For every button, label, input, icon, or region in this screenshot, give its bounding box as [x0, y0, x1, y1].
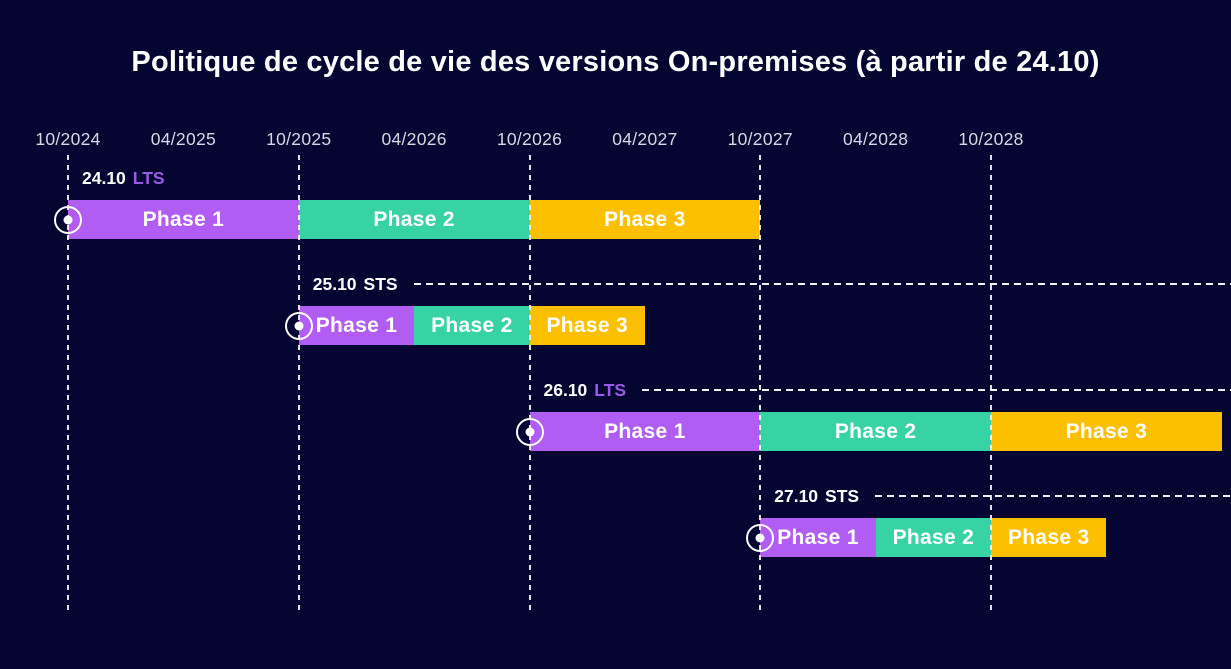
- release-start-marker-icon: [284, 311, 313, 340]
- timeline-gridline: [67, 155, 69, 610]
- phase-label: Phase 3: [1007, 525, 1090, 549]
- marker-dot-icon: [63, 215, 73, 224]
- axis-tick-label: 04/2027: [612, 129, 678, 149]
- phase-bar: Phase 3: [991, 518, 1107, 557]
- axis-tick-label: 04/2028: [842, 129, 909, 149]
- phase-label: Phase 1: [315, 313, 398, 337]
- phase-label: Phase 2: [373, 207, 455, 231]
- leader-dashed-line: [875, 495, 1231, 497]
- phase-bar: Phase 1: [760, 518, 876, 557]
- marker-dot-icon: [294, 321, 304, 330]
- leader-dashed-line: [413, 283, 1231, 285]
- release-type-label: STS: [825, 485, 860, 506]
- version-row-header: 25.10 STS: [313, 274, 1231, 294]
- leader-dashed-line: [642, 389, 1231, 391]
- phase-label: Phase 3: [604, 207, 686, 231]
- axis-tick-label: 10/2024: [35, 129, 101, 149]
- phase-label: Phase 2: [431, 313, 513, 337]
- axis-tick-label: 04/2026: [381, 129, 447, 149]
- release-start-marker-icon: [746, 523, 775, 552]
- phase-label: Phase 2: [834, 419, 917, 443]
- phase-bar: Phase 3: [529, 306, 645, 345]
- release-type-label: LTS: [594, 379, 627, 400]
- timeline-gridline: [990, 155, 992, 610]
- phase-bar: Phase 3: [991, 412, 1222, 451]
- phase-label: Phase 1: [777, 525, 859, 549]
- timeline-gridline: [759, 155, 762, 610]
- release-type-label: LTS: [132, 167, 165, 188]
- release-start-marker-icon: [54, 205, 82, 234]
- version-label: 26.10: [543, 379, 588, 400]
- axis-tick-label: 10/2027: [727, 129, 793, 149]
- marker-dot-icon: [755, 533, 765, 542]
- version-label: 27.10: [774, 485, 819, 506]
- release-type-label: STS: [363, 273, 398, 294]
- phase-label: Phase 1: [604, 419, 686, 443]
- version-label: 24.10: [82, 167, 126, 188]
- phase-label: Phase 2: [892, 525, 975, 549]
- axis-tick-label: 10/2025: [266, 129, 332, 149]
- axis-tick-label: 10/2028: [958, 129, 1024, 149]
- phase-label: Phase 1: [142, 207, 225, 231]
- phase-bar: Phase 1: [298, 306, 415, 345]
- phase-label: Phase 3: [1065, 419, 1148, 443]
- version-row-header: 27.10 STS: [774, 486, 1231, 506]
- phase-bar: Phase 2: [760, 412, 991, 451]
- phase-bar: Phase 3: [529, 200, 761, 239]
- timeline-gridline: [528, 155, 531, 610]
- version-row-header: 24.10 LTS: [82, 168, 1231, 188]
- phase-bar: Phase 1: [68, 200, 299, 239]
- version-row-header: 26.10 LTS: [544, 380, 1231, 400]
- phase-bar: Phase 2: [298, 200, 530, 239]
- axis-tick-label: 04/2025: [150, 129, 217, 149]
- version-label: 25.10: [312, 273, 357, 294]
- axis-tick-label: 10/2026: [496, 129, 563, 149]
- release-start-marker-icon: [515, 417, 544, 446]
- phase-bar: Phase 1: [529, 412, 761, 451]
- phase-label: Phase 3: [546, 313, 628, 337]
- phase-bar: Phase 2: [875, 518, 991, 557]
- marker-dot-icon: [525, 427, 534, 436]
- phase-bar: Phase 2: [414, 306, 530, 345]
- page-title: Politique de cycle de vie des versions O…: [131, 46, 1100, 78]
- timeline-gridline: [297, 155, 300, 610]
